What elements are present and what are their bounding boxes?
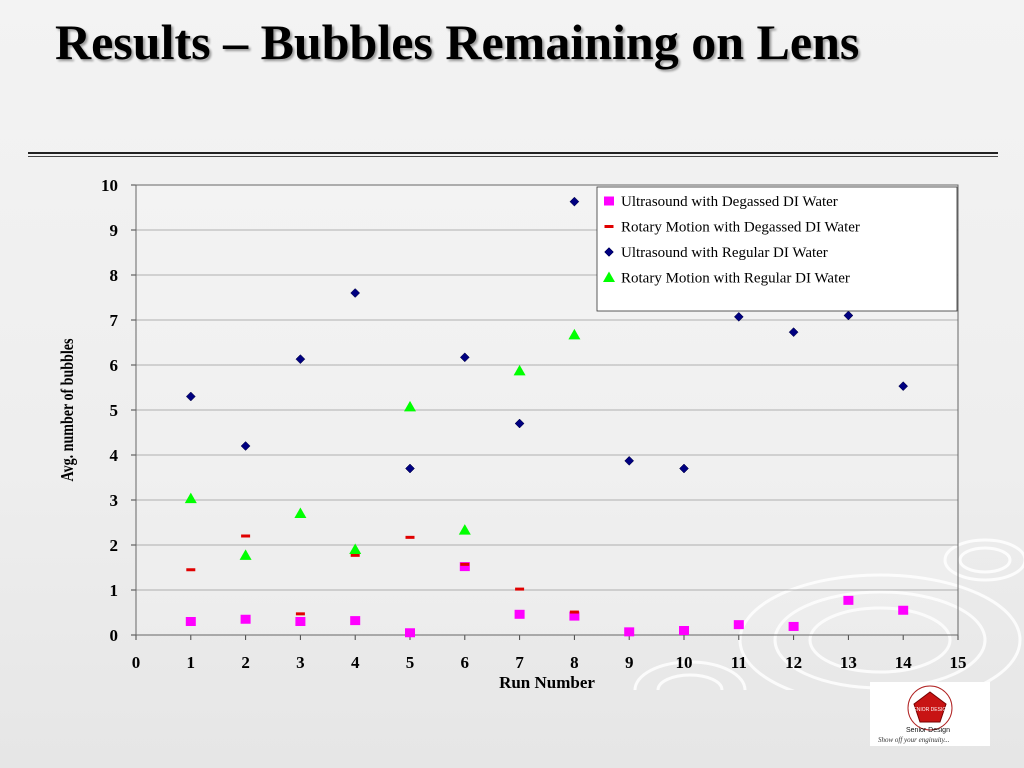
title-divider [28,152,998,154]
ultrasound-degassed-point [843,595,854,605]
rotary-degassed-point [186,568,196,572]
ultrasound-degassed-point [459,562,470,572]
x-tick-label: 6 [461,653,470,672]
ultrasound-regular-point [350,288,361,298]
ultrasound-regular-point [569,196,580,207]
x-tick-label: 13 [840,653,857,672]
ultrasound-regular-point [240,441,251,451]
plot-border [135,184,959,636]
ultrasound-regular-point [624,455,635,466]
logo-subtitle: Senior Design [906,727,950,734]
x-tick-label: 4 [351,653,360,672]
ultrasound-regular-point [843,310,854,321]
y-tick-label: 2 [110,536,119,555]
x-tick-label: 12 [785,653,802,672]
ultrasound-regular-point [788,327,799,338]
ultrasound-regular-point [185,391,196,402]
rotary-degassed-point [241,534,251,538]
ultrasound-degassed-point [788,621,799,631]
x-tick-label: 14 [895,653,913,672]
chart-legend: Ultrasound with Degassed DI Water Rotary … [596,186,958,312]
ultrasound-degassed-point [185,617,196,626]
rotary-degassed-point [405,535,415,539]
x-tick-label: 3 [296,653,305,672]
rotary-degassed-point [295,612,305,616]
rotary-degassed-point [460,562,470,566]
rotary-regular-point [458,524,471,535]
y-tick-label: 0 [110,626,119,645]
x-tick-label: 11 [731,653,747,672]
rotary-regular-point [513,364,526,376]
y-tick-label: 4 [110,446,119,465]
slide-title: Results – Bubbles Remaining on Lens [55,14,860,70]
legend-label: Rotary Motion with Regular DI Water [621,271,850,287]
senior-design-logo: SENIOR DESIGN [870,682,990,746]
ultrasound-degassed-point [240,614,251,624]
ultrasound-degassed-point [350,616,361,626]
legend-label: Rotary Motion with Degassed DI Water [621,220,860,236]
legend-label: Ultrasound with Degassed DI Water [621,194,838,210]
legend-swatch [604,225,614,228]
ultrasound-degassed-point [569,611,580,621]
x-axis-label: Run Number [499,673,595,690]
ultrasound-degassed-point [514,609,525,619]
ultrasound-regular-point [898,381,909,392]
y-tick-label: 3 [110,491,119,510]
logo-ring-text: SENIOR DESIGN [910,707,950,713]
x-tick-label: 10 [676,653,693,672]
legend-label: Ultrasound with Regular DI Water [621,245,828,261]
ultrasound-degassed-point [295,617,306,626]
x-tick-label: 5 [406,653,415,672]
axes [131,184,959,640]
legend-swatch [604,247,614,257]
legend-swatch [603,271,615,282]
ultrasound-degassed-point [898,605,909,615]
ultrasound-degassed-point [733,620,744,630]
rotary-regular-point [404,400,416,412]
rotary-regular-point [568,328,581,340]
legend-swatch [604,196,614,206]
y-tick-label: 10 [101,176,118,195]
rotary-regular-point [349,543,362,554]
y-axis-label: Avg. number of bubbles [59,339,78,482]
rotary-regular-point [184,492,197,504]
pentagon-logo-icon: SENIOR DESIGN [907,685,953,731]
x-tick-label: 0 [132,653,141,672]
ultrasound-regular-point [733,311,744,322]
x-tick-label: 8 [570,653,579,672]
data-marks [184,196,909,638]
rotary-degassed-point [515,587,525,591]
y-tick-label: 9 [110,221,119,240]
x-tick-label: 9 [625,653,634,672]
rotary-degassed-point [350,553,360,557]
x-tick-label: 7 [515,653,524,672]
title-divider-thin [28,156,998,157]
logo-caption: Show off your enginuity... [878,736,950,744]
y-tick-label: 6 [110,356,119,375]
ultrasound-regular-point [679,463,689,474]
y-tick-label: 8 [110,266,119,285]
x-tick-label: 1 [187,653,196,672]
ultrasound-degassed-point [624,627,635,637]
ultrasound-regular-point [405,463,415,474]
y-tick-label: 7 [110,311,119,330]
x-tick-label: 15 [950,653,967,672]
rotary-degassed-point [569,610,579,614]
ultrasound-regular-point [295,354,306,365]
rotary-regular-point [239,549,252,560]
ultrasound-regular-point [459,352,470,363]
ultrasound-degassed-point [679,626,689,635]
legend-box [596,186,958,312]
x-tick-label: 2 [241,653,250,672]
ultrasound-regular-point [514,418,525,429]
ultrasound-degassed-point [405,628,415,638]
y-tick-label: 1 [110,581,119,600]
y-tick-label: 5 [110,401,119,420]
rotary-regular-point [294,507,307,518]
